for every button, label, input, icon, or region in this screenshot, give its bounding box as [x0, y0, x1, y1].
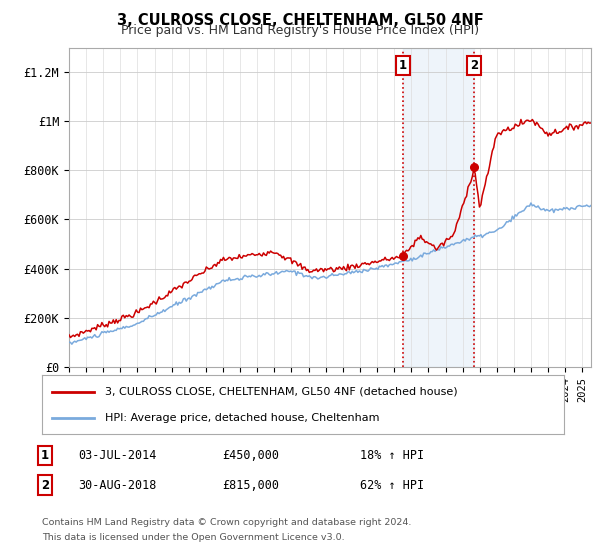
Text: 03-JUL-2014: 03-JUL-2014 [78, 449, 157, 462]
Text: 2: 2 [41, 479, 49, 492]
Text: 18% ↑ HPI: 18% ↑ HPI [360, 449, 424, 462]
Text: £450,000: £450,000 [222, 449, 279, 462]
Text: £815,000: £815,000 [222, 479, 279, 492]
Text: 3, CULROSS CLOSE, CHELTENHAM, GL50 4NF (detached house): 3, CULROSS CLOSE, CHELTENHAM, GL50 4NF (… [104, 386, 457, 396]
Text: 2: 2 [470, 59, 478, 72]
Text: 1: 1 [41, 449, 49, 462]
Text: 3, CULROSS CLOSE, CHELTENHAM, GL50 4NF: 3, CULROSS CLOSE, CHELTENHAM, GL50 4NF [116, 13, 484, 28]
Text: Contains HM Land Registry data © Crown copyright and database right 2024.: Contains HM Land Registry data © Crown c… [42, 518, 412, 527]
Text: 1: 1 [398, 59, 407, 72]
Text: HPI: Average price, detached house, Cheltenham: HPI: Average price, detached house, Chel… [104, 413, 379, 423]
Bar [403, 48, 474, 367]
Text: Price paid vs. HM Land Registry's House Price Index (HPI): Price paid vs. HM Land Registry's House … [121, 24, 479, 37]
Text: 62% ↑ HPI: 62% ↑ HPI [360, 479, 424, 492]
Text: 30-AUG-2018: 30-AUG-2018 [78, 479, 157, 492]
Text: This data is licensed under the Open Government Licence v3.0.: This data is licensed under the Open Gov… [42, 533, 344, 542]
